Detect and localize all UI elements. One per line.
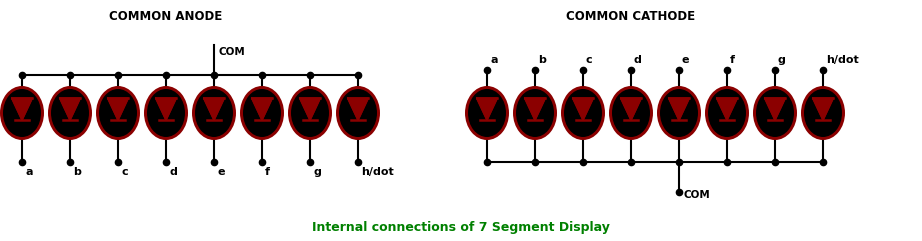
Text: h/dot: h/dot — [361, 167, 394, 177]
Ellipse shape — [801, 86, 845, 140]
Ellipse shape — [243, 89, 281, 137]
Text: e: e — [217, 167, 224, 177]
Polygon shape — [525, 98, 546, 120]
Ellipse shape — [564, 89, 602, 137]
Ellipse shape — [753, 86, 797, 140]
Text: COMMON ANODE: COMMON ANODE — [110, 10, 222, 23]
Text: c: c — [121, 167, 127, 177]
Ellipse shape — [96, 86, 140, 140]
Polygon shape — [60, 98, 80, 120]
Ellipse shape — [705, 86, 749, 140]
Polygon shape — [300, 98, 321, 120]
Polygon shape — [156, 98, 176, 120]
Ellipse shape — [291, 89, 329, 137]
Ellipse shape — [513, 86, 557, 140]
Polygon shape — [252, 98, 272, 120]
Polygon shape — [477, 98, 498, 120]
Polygon shape — [668, 98, 690, 120]
Text: COM: COM — [683, 190, 710, 200]
Text: f: f — [730, 55, 735, 65]
Polygon shape — [716, 98, 738, 120]
Ellipse shape — [660, 89, 698, 137]
Ellipse shape — [756, 89, 794, 137]
Ellipse shape — [657, 86, 701, 140]
Ellipse shape — [465, 86, 509, 140]
Text: e: e — [682, 55, 690, 65]
Ellipse shape — [804, 89, 842, 137]
Text: c: c — [586, 55, 593, 65]
Ellipse shape — [288, 86, 332, 140]
Text: d: d — [634, 55, 642, 65]
Text: f: f — [265, 167, 270, 177]
Ellipse shape — [195, 89, 233, 137]
Text: g: g — [313, 167, 321, 177]
Text: COMMON CATHODE: COMMON CATHODE — [566, 10, 695, 23]
Polygon shape — [812, 98, 833, 120]
Ellipse shape — [48, 86, 92, 140]
Ellipse shape — [468, 89, 506, 137]
Ellipse shape — [336, 86, 380, 140]
Ellipse shape — [609, 86, 653, 140]
Ellipse shape — [561, 86, 605, 140]
Ellipse shape — [612, 89, 650, 137]
Text: COM: COM — [218, 47, 244, 57]
Ellipse shape — [51, 89, 89, 137]
Ellipse shape — [144, 86, 188, 140]
Ellipse shape — [0, 86, 44, 140]
Ellipse shape — [240, 86, 284, 140]
Polygon shape — [12, 98, 32, 120]
Ellipse shape — [516, 89, 554, 137]
Ellipse shape — [147, 89, 185, 137]
Text: b: b — [538, 55, 546, 65]
Polygon shape — [764, 98, 786, 120]
Text: h/dot: h/dot — [826, 55, 858, 65]
Text: a: a — [490, 55, 498, 65]
Ellipse shape — [192, 86, 236, 140]
Text: d: d — [169, 167, 177, 177]
Polygon shape — [348, 98, 369, 120]
Ellipse shape — [339, 89, 377, 137]
Text: g: g — [778, 55, 786, 65]
Polygon shape — [204, 98, 224, 120]
Ellipse shape — [3, 89, 41, 137]
Text: Internal connections of 7 Segment Display: Internal connections of 7 Segment Displa… — [312, 221, 610, 234]
Text: b: b — [73, 167, 81, 177]
Ellipse shape — [99, 89, 137, 137]
Polygon shape — [621, 98, 642, 120]
Polygon shape — [108, 98, 128, 120]
Text: a: a — [25, 167, 32, 177]
Polygon shape — [573, 98, 594, 120]
Ellipse shape — [708, 89, 746, 137]
